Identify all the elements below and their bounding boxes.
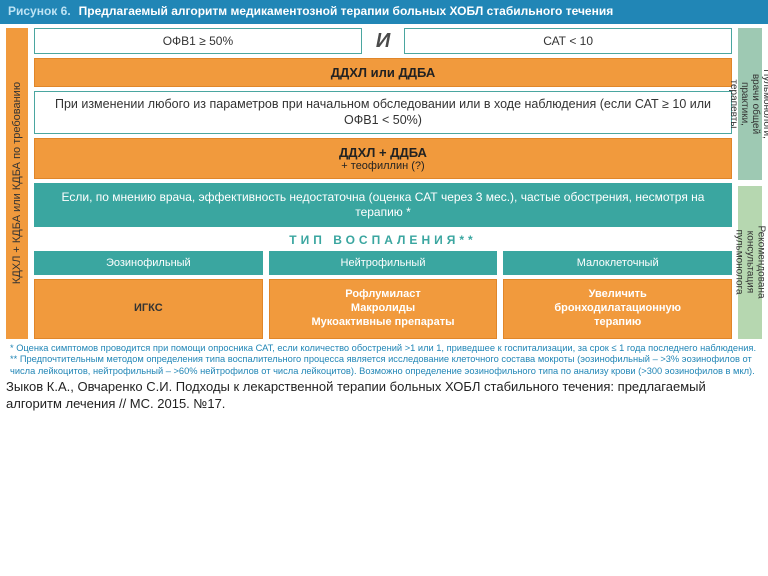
- condition-ofv: ОФВ1 ≥ 50%: [34, 28, 362, 54]
- type-eosinophilic: Эозинофильный: [34, 251, 263, 275]
- right-box-consult: Рекомендована консультация пульмонолога: [738, 186, 762, 338]
- type-paucicellular: Малоклеточный: [503, 251, 732, 275]
- footnotes: * Оценка симптомов проводится при помощи…: [0, 339, 768, 378]
- conjunction: И: [370, 30, 396, 53]
- conditions-row: ОФВ1 ≥ 50% И САТ < 10: [34, 28, 732, 54]
- step2-main: ДДХЛ + ДДБА: [339, 145, 427, 160]
- inflammation-types-row: Эозинофильный Нейтрофильный Малоклеточны…: [34, 251, 732, 275]
- left-sidebar-label: КДХЛ + КДБА или КДБА по требованию: [11, 82, 23, 284]
- citation: Зыков К.А., Овчаренко С.И. Подходы к лек…: [0, 377, 768, 412]
- main-flow: ОФВ1 ≥ 50% И САТ < 10 ДДХЛ или ДДБА При …: [34, 28, 732, 339]
- figure-number: Рисунок 6.: [8, 4, 71, 18]
- left-sidebar: КДХЛ + КДБА или КДБА по требованию: [6, 28, 28, 339]
- algorithm-chart: КДХЛ + КДБА или КДБА по требованию ОФВ1 …: [0, 24, 768, 339]
- right-label-bottom: Рекомендована консультация пульмонолога: [734, 226, 767, 299]
- step2-sub: + теофиллин (?): [41, 160, 725, 172]
- figure-title: Предлагаемый алгоритм медикаментозной те…: [79, 4, 614, 18]
- therapy-row: ИГКС Рофлумиласт Макролиды Мукоактивные …: [34, 279, 732, 338]
- step2-box: ДДХЛ + ДДБА + теофиллин (?): [34, 138, 732, 179]
- right-box-pulmonologists: Пульмонологи, врачи общей практики, тера…: [738, 28, 762, 180]
- therapy-roflumilast: Рофлумиласт Макролиды Мукоактивные препа…: [269, 279, 498, 338]
- right-sidebar: Пульмонологи, врачи общей практики, тера…: [738, 28, 762, 339]
- condition-cat: САТ < 10: [404, 28, 732, 54]
- efficacy-box: Если, по мнению врача, эффективность нед…: [34, 183, 732, 227]
- inflammation-type-label: ТИП ВОСПАЛЕНИЯ**: [34, 233, 732, 247]
- footnote-2: ** Предпочтительным методом определения …: [10, 354, 758, 377]
- figure-header: Рисунок 6. Предлагаемый алгоритм медикам…: [0, 0, 768, 22]
- therapy-bronchodilation: Увеличить бронходилатационную терапию: [503, 279, 732, 338]
- change-params-box: При изменении любого из параметров при н…: [34, 91, 732, 134]
- right-label-top: Пульмонологи, врачи общей практики, тера…: [728, 69, 768, 139]
- step1-box: ДДХЛ или ДДБА: [34, 58, 732, 87]
- therapy-igks: ИГКС: [34, 279, 263, 338]
- type-neutrophilic: Нейтрофильный: [269, 251, 498, 275]
- footnote-1: * Оценка симптомов проводится при помощи…: [10, 343, 758, 355]
